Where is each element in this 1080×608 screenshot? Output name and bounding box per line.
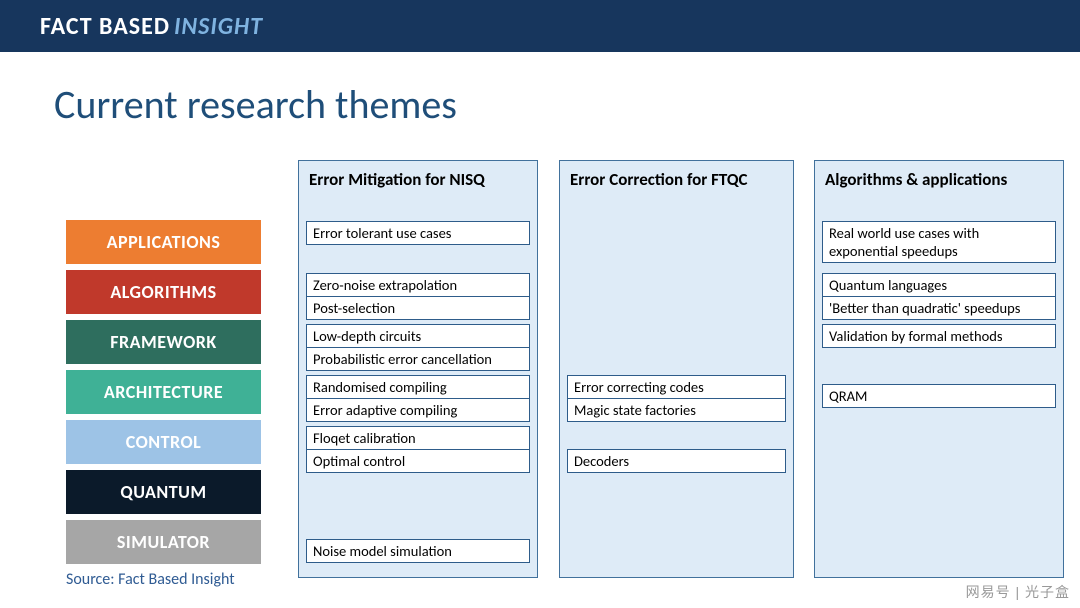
theme-item: Post-selection: [306, 296, 530, 320]
stack-layer-quantum: QUANTUM: [66, 470, 261, 514]
theme-item: Randomised compiling: [306, 375, 530, 399]
theme-item: QRAM: [822, 384, 1056, 408]
column-header: Algorithms & applications: [815, 161, 1063, 213]
column-algorithms: Algorithms & applications Real world use…: [814, 160, 1064, 578]
column-header: Error Correction for FTQC: [560, 161, 793, 213]
theme-item: Magic state factories: [567, 398, 786, 422]
column-header: Error Mitigation for NISQ: [299, 161, 537, 213]
theme-item: Low-depth circuits: [306, 324, 530, 348]
brand-em: INSIGHT: [174, 12, 263, 41]
theme-item: Validation by formal methods: [822, 324, 1056, 348]
source-attribution: Source: Fact Based Insight: [66, 570, 261, 589]
page-title: Current research themes: [54, 80, 1080, 129]
stack-layer-simulator: SIMULATOR: [66, 520, 261, 564]
brand-strong: FACT BASED: [40, 12, 170, 41]
watermark: 网易号 | 光子盒: [966, 582, 1070, 602]
stack-layer-applications: APPLICATIONS: [66, 220, 261, 264]
theme-item: Decoders: [567, 449, 786, 473]
theme-item: Floqet calibration: [306, 426, 530, 450]
stack-layer-framework: FRAMEWORK: [66, 320, 261, 364]
theme-item: Error adaptive compiling: [306, 398, 530, 422]
stack-layer-algorithms: ALGORITHMS: [66, 270, 261, 314]
stack-layer-control: CONTROL: [66, 420, 261, 464]
stack-layer-architecture: ARCHITECTURE: [66, 370, 261, 414]
theme-item: Probabilistic error cancellation: [306, 347, 530, 371]
theme-item: Optimal control: [306, 449, 530, 473]
theme-item: Real world use cases with exponential sp…: [822, 221, 1056, 263]
theme-item: Zero-noise extrapolation: [306, 273, 530, 297]
layer-stack: APPLICATIONS ALGORITHMS FRAMEWORK ARCHITECT…: [66, 220, 261, 589]
theme-item: Error tolerant use cases: [306, 221, 530, 245]
theme-item: Quantum languages: [822, 273, 1056, 297]
column-error-correction: Error Correction for FTQC Error correcti…: [559, 160, 794, 578]
theme-item: Error correcting codes: [567, 375, 786, 399]
column-error-mitigation: Error Mitigation for NISQ Error tolerant…: [298, 160, 538, 578]
theme-item: Noise model simulation: [306, 539, 530, 563]
theme-item: 'Better than quadratic' speedups: [822, 296, 1056, 320]
content-area: APPLICATIONS ALGORITHMS FRAMEWORK ARCHITECT…: [0, 160, 1080, 600]
header-bar: FACT BASED INSIGHT: [0, 0, 1080, 52]
